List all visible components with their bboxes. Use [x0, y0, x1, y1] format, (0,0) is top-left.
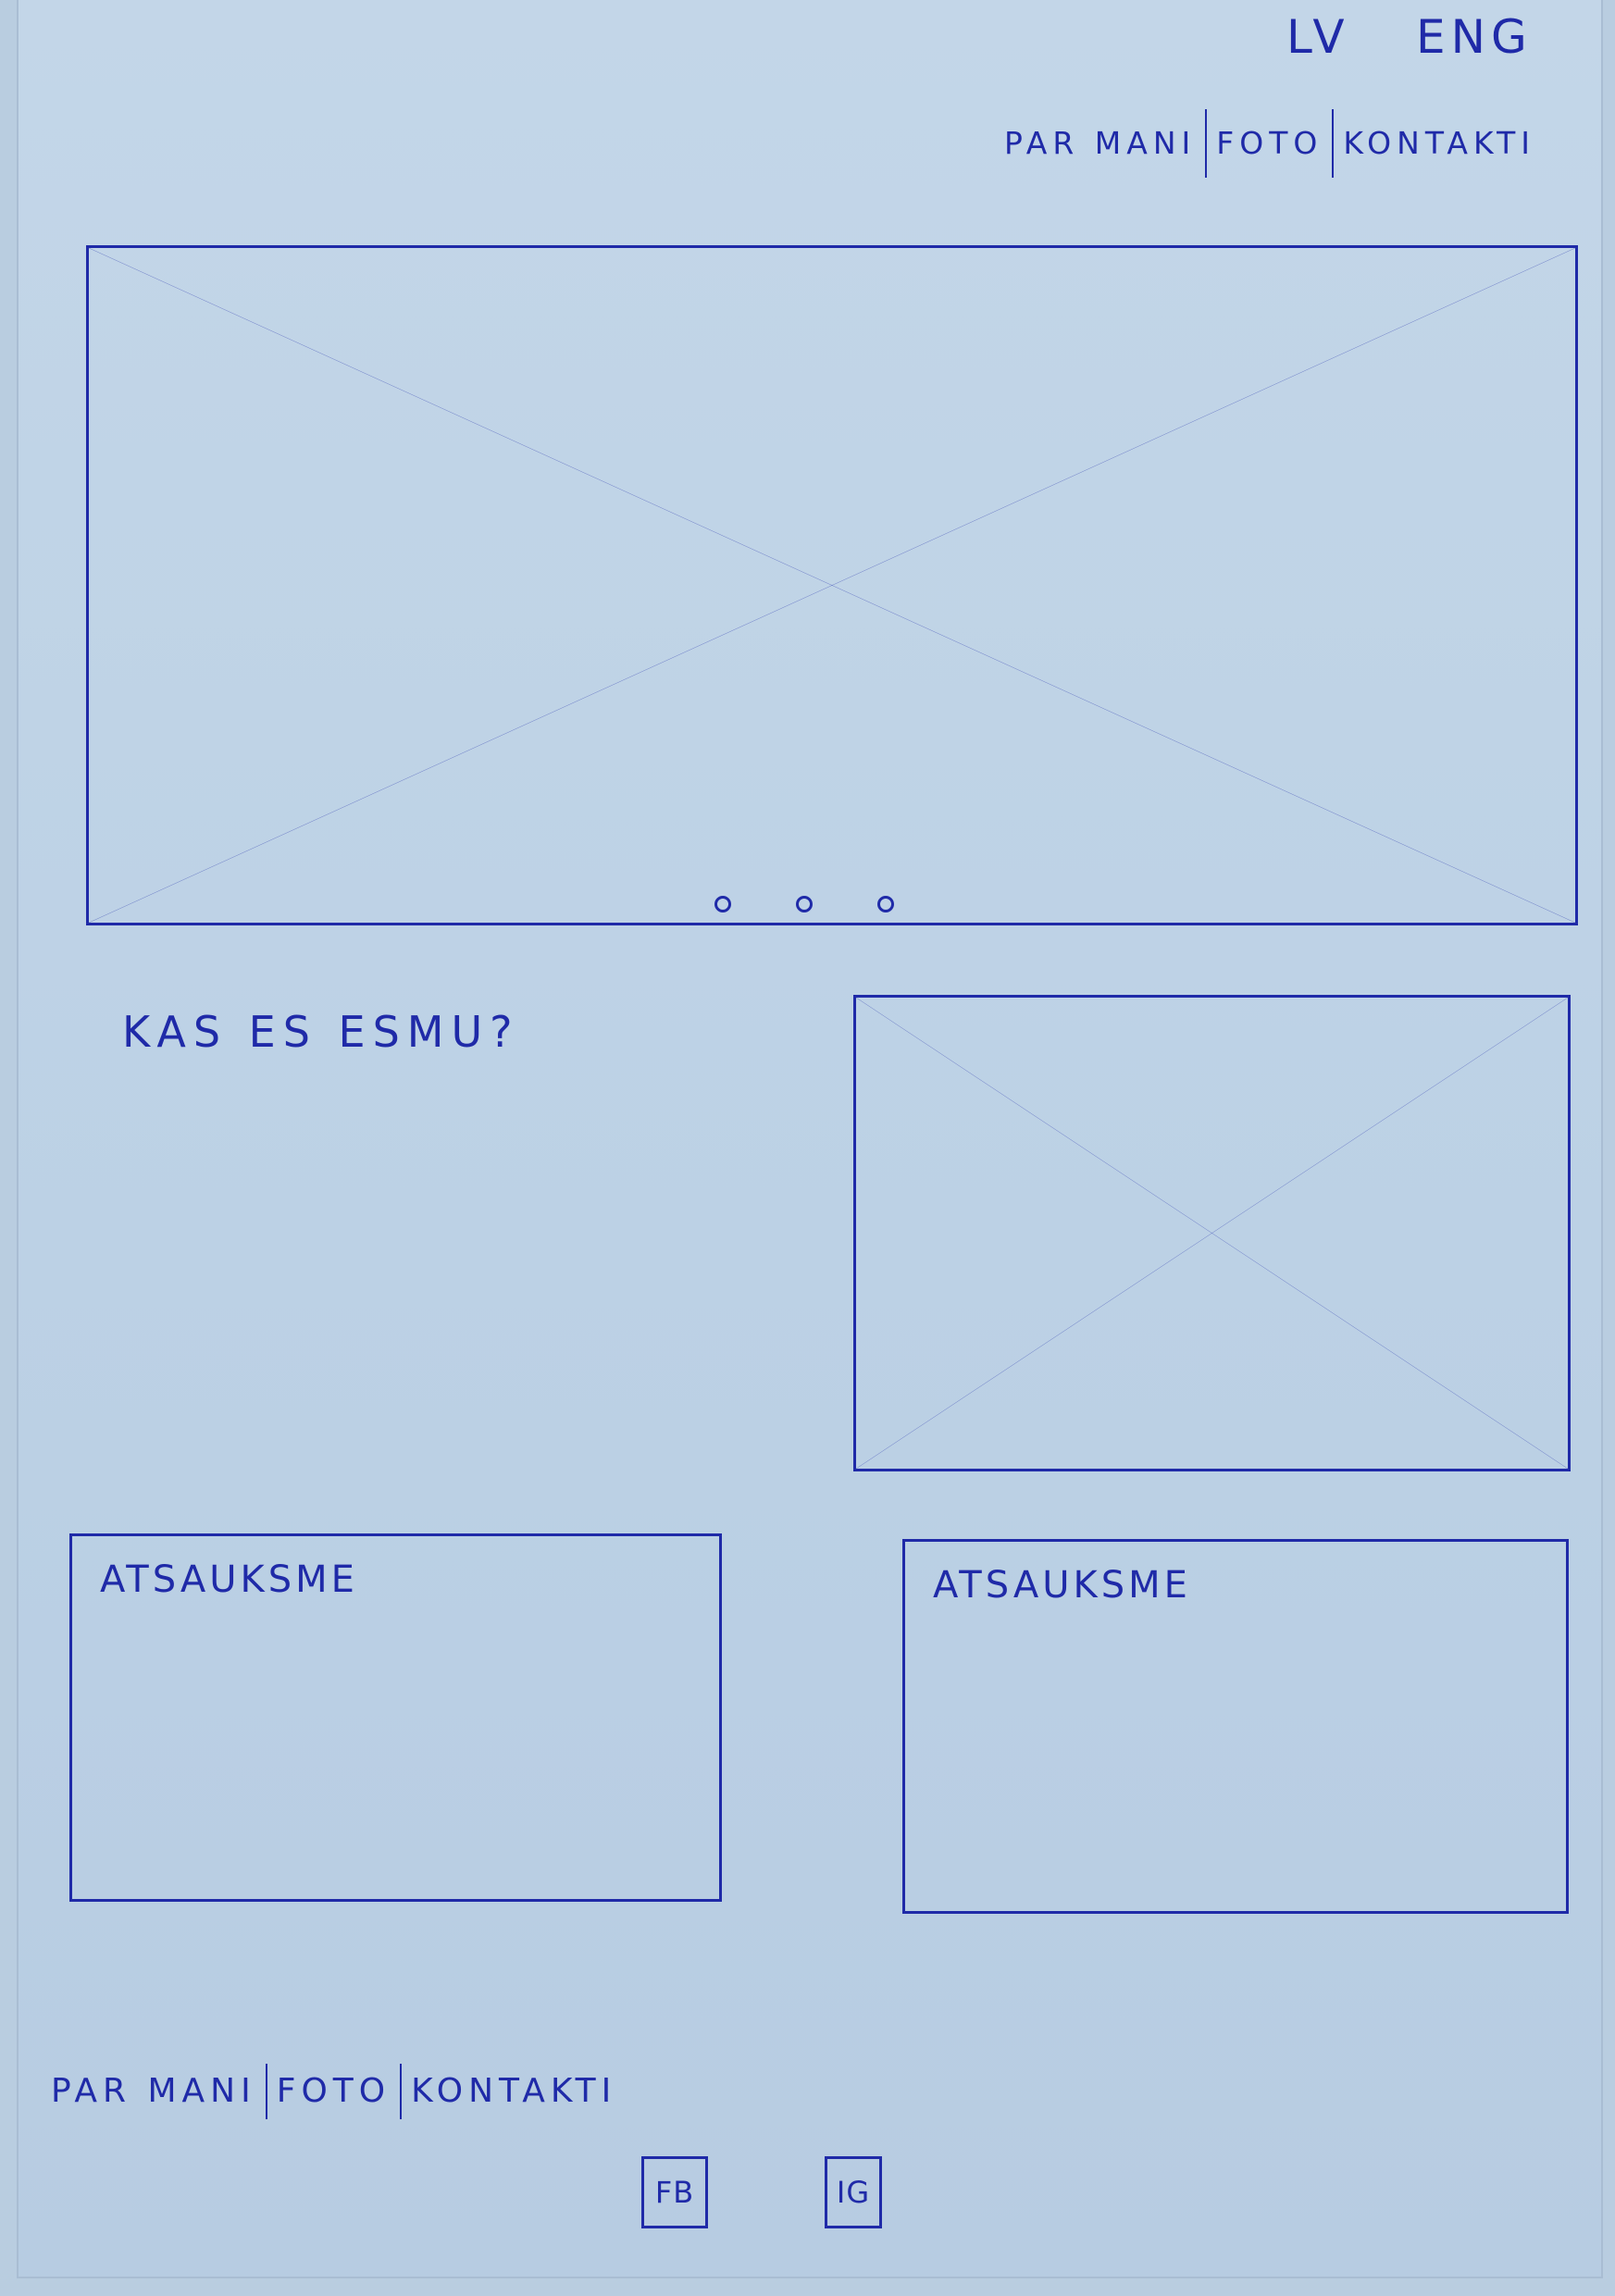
slider-dot-2[interactable] [796, 896, 813, 912]
slider-dot-3[interactable] [877, 896, 894, 912]
image-placeholder-cross [89, 248, 1575, 923]
nav-link-par-mani[interactable]: PAR MANI [1004, 125, 1197, 161]
footer-navigation: PAR MANI FOTO KONTAKTI [51, 2064, 616, 2119]
nav-divider [1205, 109, 1208, 178]
testimonial-card: ATSAUKSME [902, 1539, 1569, 1914]
nav-link-foto[interactable]: FOTO [1216, 125, 1323, 161]
nav-divider [400, 2064, 403, 2119]
language-lv-link[interactable]: LV [1286, 10, 1350, 64]
slider-dots [714, 896, 894, 912]
nav-divider [265, 2064, 267, 2119]
footer-link-par-mani[interactable]: PAR MANI [51, 2072, 256, 2110]
top-navigation: PAR MANI FOTO KONTAKTI [1004, 109, 1535, 178]
slider-dot-1[interactable] [714, 896, 731, 912]
nav-divider [1332, 109, 1335, 178]
footer-link-kontakti[interactable]: KONTAKTI [411, 2072, 617, 2110]
intro-heading: KAS ES ESMU? [122, 1007, 520, 1057]
testimonial-title: ATSAUKSME [933, 1564, 1191, 1607]
footer-link-foto[interactable]: FOTO [276, 2072, 391, 2110]
language-eng-link[interactable]: ENG [1416, 10, 1533, 64]
hero-image-slider[interactable] [86, 245, 1578, 925]
wireframe-page: LV ENG PAR MANI FOTO KONTAKTI KAS ES ESM… [19, 0, 1601, 2277]
image-placeholder-cross [856, 998, 1568, 1469]
testimonial-card: ATSAUKSME [69, 1533, 722, 1902]
instagram-button[interactable]: IG [825, 2156, 882, 2228]
testimonial-title: ATSAUKSME [100, 1558, 358, 1601]
intro-image [853, 995, 1571, 1471]
nav-link-kontakti[interactable]: KONTAKTI [1343, 125, 1535, 161]
facebook-button[interactable]: FB [641, 2156, 708, 2228]
